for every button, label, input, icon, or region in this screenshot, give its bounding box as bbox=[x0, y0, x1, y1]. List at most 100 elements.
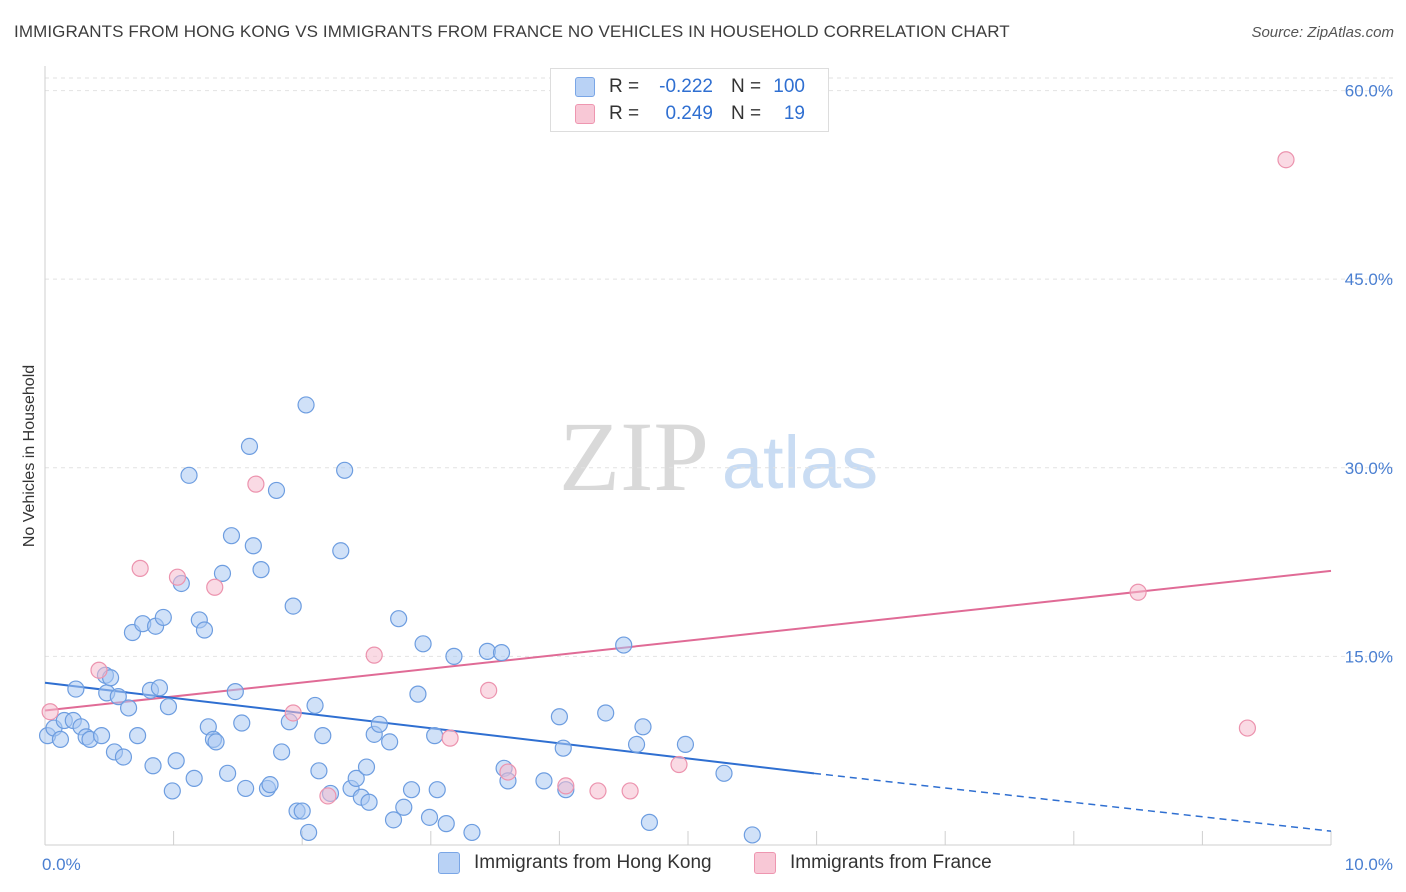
point-hong-kong bbox=[395, 798, 413, 816]
point-france bbox=[365, 646, 383, 664]
legend-r-label: R = bbox=[609, 103, 640, 124]
point-hong-kong bbox=[293, 802, 311, 820]
point-hong-kong bbox=[381, 733, 399, 751]
point-hong-kong bbox=[414, 635, 432, 653]
point-hong-kong bbox=[445, 647, 463, 665]
point-hong-kong bbox=[300, 823, 318, 842]
y-tick-label: 15.0% bbox=[1345, 647, 1393, 666]
point-hong-kong bbox=[195, 621, 214, 639]
legend-swatch-hong-kong bbox=[575, 77, 595, 97]
point-hong-kong bbox=[267, 481, 286, 500]
trend-lines bbox=[44, 569, 1332, 832]
legend-row-hong-kong: R = -0.222 N = 100 bbox=[575, 74, 805, 100]
series-legend-hong-kong: Immigrants from Hong Kong bbox=[438, 852, 712, 874]
point-hong-kong bbox=[284, 597, 302, 615]
point-hong-kong bbox=[437, 815, 455, 833]
trend-line-france bbox=[44, 569, 1332, 712]
point-hong-kong bbox=[297, 396, 315, 414]
point-hong-kong bbox=[550, 708, 569, 726]
series-label-france: Immigrants from France bbox=[790, 852, 992, 873]
trend-line-hong-kong bbox=[44, 681, 815, 775]
point-hong-kong bbox=[332, 542, 350, 560]
point-hong-kong bbox=[240, 437, 259, 456]
point-hong-kong bbox=[163, 782, 181, 800]
point-hong-kong bbox=[370, 715, 388, 733]
point-hong-kong bbox=[150, 679, 169, 697]
point-hong-kong bbox=[357, 758, 376, 776]
legend-n-value: 19 bbox=[783, 103, 805, 124]
point-france bbox=[589, 782, 607, 800]
series-legend: Immigrants from Hong Kong Immigrants fro… bbox=[0, 852, 1406, 878]
point-hong-kong bbox=[92, 727, 111, 745]
series-label-hong-kong: Immigrants from Hong Kong bbox=[474, 852, 712, 873]
point-hong-kong bbox=[743, 826, 761, 844]
y-axis-label: No Vehicles in Household bbox=[21, 365, 38, 547]
x-tick-label: 0.0% bbox=[42, 855, 81, 874]
point-hong-kong bbox=[306, 696, 324, 715]
point-hong-kong bbox=[360, 793, 378, 811]
point-hong-kong bbox=[420, 808, 439, 826]
point-hong-kong bbox=[233, 714, 251, 732]
point-hong-kong bbox=[390, 610, 408, 628]
point-hong-kong bbox=[409, 685, 427, 703]
legend-r-label: R = bbox=[609, 76, 640, 97]
series-legend-france: Immigrants from France bbox=[754, 852, 992, 874]
legend-swatch-france bbox=[575, 104, 595, 124]
point-hong-kong bbox=[554, 739, 572, 757]
point-france bbox=[1277, 151, 1295, 169]
point-hong-kong bbox=[615, 636, 633, 654]
point-hong-kong bbox=[463, 823, 481, 842]
gridlines bbox=[45, 77, 1395, 657]
point-france bbox=[1238, 719, 1257, 737]
axes bbox=[44, 66, 1332, 846]
point-hong-kong bbox=[180, 466, 198, 484]
point-hong-kong bbox=[244, 537, 262, 555]
point-hong-kong bbox=[640, 813, 659, 831]
point-hong-kong bbox=[219, 764, 237, 782]
point-france bbox=[247, 475, 265, 493]
point-hong-kong bbox=[119, 699, 138, 717]
point-hong-kong bbox=[428, 781, 446, 799]
legend-n-label: N = bbox=[731, 76, 762, 97]
series-swatch-france bbox=[754, 852, 776, 874]
point-hong-kong bbox=[109, 688, 127, 706]
watermark: ZIP atlas bbox=[559, 401, 878, 512]
source-credit: Source: ZipAtlas.com bbox=[1251, 24, 1394, 41]
y-tick-label: 45.0% bbox=[1345, 270, 1393, 289]
trend-line-hong-kong-extrapolated bbox=[813, 772, 1332, 832]
point-hong-kong bbox=[144, 757, 162, 775]
point-hong-kong bbox=[273, 743, 291, 761]
point-france bbox=[499, 763, 517, 781]
point-hong-kong bbox=[252, 561, 270, 579]
point-france bbox=[557, 777, 575, 795]
point-hong-kong bbox=[310, 762, 328, 780]
point-hong-kong bbox=[261, 776, 279, 794]
point-hong-kong bbox=[478, 642, 496, 660]
point-hong-kong bbox=[492, 644, 511, 662]
point-hong-kong bbox=[384, 811, 403, 829]
point-hong-kong bbox=[597, 704, 615, 722]
y-tick-label: 60.0% bbox=[1345, 82, 1393, 101]
point-france bbox=[131, 559, 149, 577]
y-tick-label: 30.0% bbox=[1345, 459, 1393, 478]
point-france bbox=[621, 782, 639, 800]
watermark-zip: ZIP bbox=[559, 401, 709, 512]
point-hong-kong bbox=[51, 730, 70, 748]
point-france bbox=[284, 704, 302, 722]
point-france bbox=[319, 787, 337, 805]
point-hong-kong bbox=[426, 727, 444, 745]
point-hong-kong bbox=[336, 461, 354, 479]
point-france bbox=[441, 729, 459, 747]
point-hong-kong bbox=[207, 733, 225, 751]
series-swatch-hong-kong bbox=[438, 852, 460, 874]
point-hong-kong bbox=[634, 718, 652, 736]
point-france bbox=[90, 661, 108, 679]
point-hong-kong bbox=[128, 727, 147, 745]
point-hong-kong bbox=[535, 772, 553, 790]
x-tick-label: 10.0% bbox=[1345, 855, 1393, 874]
data-points bbox=[38, 151, 1295, 844]
point-france bbox=[1129, 583, 1147, 601]
point-hong-kong bbox=[347, 769, 365, 787]
point-hong-kong bbox=[167, 752, 185, 770]
